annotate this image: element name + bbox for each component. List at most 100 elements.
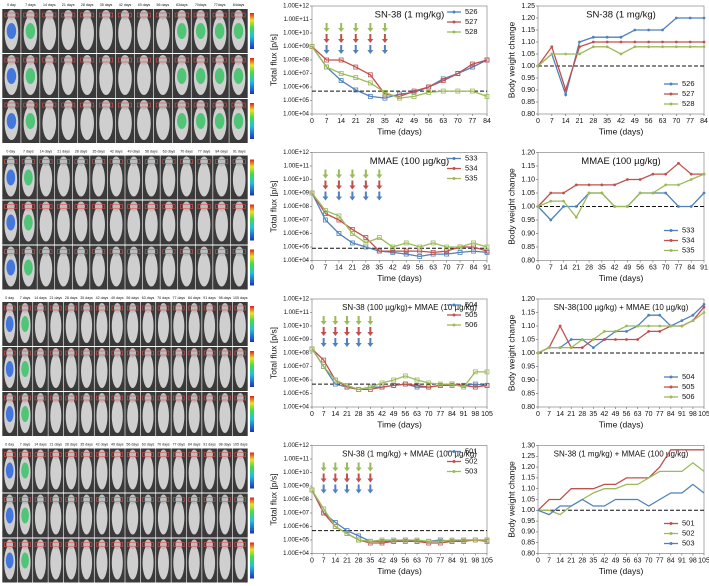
mouse [65, 399, 77, 433]
image-day-label: 35 days [80, 296, 93, 300]
mouse [81, 500, 93, 535]
mouse-head [24, 246, 33, 257]
mouse-head [21, 449, 29, 460]
roi-box [4, 12, 19, 18]
mouse-head [37, 348, 44, 358]
dose-arrowhead [367, 321, 374, 325]
dose-arrowhead [367, 332, 374, 336]
x-tick-label: 35 [375, 264, 383, 271]
dose-arrowhead [332, 489, 339, 494]
data-point [625, 330, 628, 333]
image-day-label: 77 days [198, 149, 211, 153]
mouse-head [190, 348, 198, 358]
image-day-label: 28 days [65, 442, 78, 446]
data-point [363, 235, 369, 240]
image-day-label: 14 days [34, 442, 47, 446]
roi-box [92, 159, 106, 164]
x-tick-label: 77 [656, 557, 664, 564]
data-point [578, 52, 581, 56]
roi-box [4, 542, 16, 547]
dose-arrowhead [352, 39, 359, 43]
data-point [321, 364, 327, 369]
mouse-head [235, 156, 244, 167]
mouse-head [190, 539, 198, 550]
data-point [449, 537, 455, 543]
roi-box [96, 452, 108, 457]
legend-label: 534 [682, 235, 695, 244]
mouse [234, 500, 246, 535]
x-tick-label: 21 [567, 557, 575, 564]
mouse-head [158, 10, 168, 20]
legend-marker [452, 303, 456, 307]
mouse-head [234, 55, 243, 65]
y-tick-label: 1.00E+05 [283, 538, 310, 544]
x-tick-label: 35 [589, 411, 597, 418]
mouse [204, 399, 216, 433]
mouse-head [26, 100, 35, 110]
mouse-head [190, 393, 198, 403]
x-tick-label: 21 [343, 411, 351, 418]
dose-arrowhead [332, 467, 339, 472]
roi-box [157, 452, 170, 457]
mouse-head [112, 246, 121, 257]
y-tick-label: 1.05 [521, 496, 535, 503]
data-point [658, 313, 662, 317]
image-day-label: 77days [214, 3, 226, 7]
data-point [324, 64, 329, 70]
mouse [173, 354, 185, 388]
roi-box [118, 12, 132, 18]
x-tick-label: 28 [355, 411, 363, 418]
mouse [142, 399, 154, 433]
y-tick-label: 1.00E+10 [283, 470, 310, 476]
dose-arrowhead [338, 28, 345, 32]
roi-box [188, 497, 200, 502]
image-day-label: 63 days [142, 442, 155, 446]
image-day-label: 70days [195, 3, 207, 7]
color-bar [250, 159, 254, 196]
mouse [65, 455, 77, 490]
y-tick-label: 1.00E+09 [283, 191, 310, 197]
data-point [613, 183, 617, 187]
mouse-head [221, 348, 229, 358]
data-point [323, 211, 328, 216]
legend-label: 528 [682, 99, 695, 108]
mouse-head [158, 100, 168, 110]
mouse-head [67, 539, 75, 550]
data-point [323, 217, 328, 223]
mouse-head [236, 348, 244, 358]
mouse [50, 309, 62, 343]
mouse-head [196, 10, 205, 20]
y-axis-title: Body weight change [506, 21, 516, 98]
x-tick-label: 84 [700, 118, 708, 125]
x-tick-label: 84 [470, 264, 478, 271]
x-tick-label: 21 [576, 118, 584, 125]
roi-box [162, 204, 176, 209]
roi-box [80, 497, 93, 502]
mouse [74, 252, 88, 287]
color-bar [250, 103, 254, 139]
image-day-label: 49 days [111, 296, 124, 300]
roi-box [232, 249, 246, 254]
mouse-head [129, 393, 137, 403]
roi-box [109, 159, 123, 164]
mouse-head [52, 303, 60, 313]
data-point [391, 537, 397, 543]
mouse [137, 106, 151, 140]
data-point [562, 199, 565, 203]
x-tick-label: 56 [645, 118, 653, 125]
x-tick-label: 84 [448, 557, 456, 564]
mouse-head [215, 100, 224, 110]
legend-marker [669, 532, 673, 535]
data-point [664, 183, 668, 187]
y-tick-label: 1.00 [521, 350, 535, 357]
mouse-head [206, 393, 213, 403]
image-day-label: 28 days [81, 3, 94, 7]
data-point [603, 330, 606, 333]
mouse [142, 545, 154, 580]
mouse-head [37, 539, 44, 550]
image-day-label: 63 days [163, 149, 176, 153]
y-tick-label: 1.05 [521, 51, 535, 58]
y-tick-label: 0.95 [521, 217, 535, 224]
mouse [80, 61, 94, 95]
